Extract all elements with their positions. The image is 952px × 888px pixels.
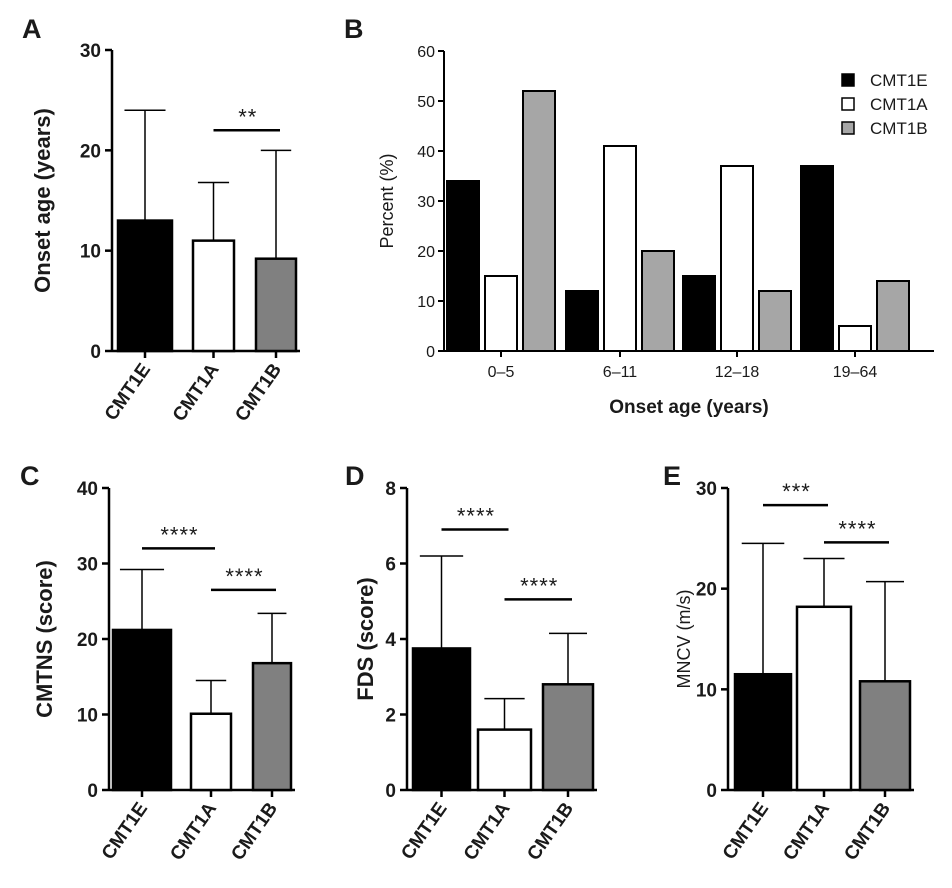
x-tick-label-cmt1b: CMT1B [523,799,578,865]
bar-cmt1a [795,605,853,792]
y-tick-label: 4 [385,630,396,651]
panel-letter-d: D [345,461,365,491]
x-tick-label-cmt1a: CMT1A [779,799,834,865]
y-axis-label: MNCV (m/s) [674,590,694,689]
significance-label-1: **** [160,522,198,547]
bar-cmt1e [116,219,174,353]
bar-cmt1e-1 [565,290,599,352]
panel-d: 0 2 4 6 8 FDS (score) CMT1E CMT1A CMT1B **** **** [353,479,597,864]
y-tick-label: 0 [385,781,396,802]
bar-cmt1e-3 [800,165,834,352]
x-tick-label: 6–11 [603,364,638,381]
y-tick-label: 20 [417,244,435,261]
y-tick-label: 10 [77,706,98,727]
y-tick-label: 0 [90,342,101,363]
x-tick-label: 12–18 [715,364,760,381]
legend-label-cmt1b: CMT1B [870,119,928,138]
y-axis-label: FDS (score) [353,577,378,700]
legend: CMT1E CMT1A CMT1B [841,71,928,138]
legend-swatch-cmt1b [841,121,855,135]
significance-label-1: **** [457,504,495,529]
bar-cmt1e-2 [682,275,716,352]
bar-cmt1b-3 [876,280,910,352]
panel-letter-a: A [22,14,42,44]
x-axis-label: Onset age (years) [609,397,768,418]
y-tick-label: 60 [417,44,435,61]
panel-b: 0 10 20 30 40 50 60 Percent (%) 0–5 6–11 12–18 19–6… [377,44,934,418]
panel-a: 0 10 20 30 Onset age (years) CMT1E CMT1A CMT1B *… [30,41,300,425]
x-tick-label-cmt1b: CMT1B [840,799,895,865]
y-tick-label: 40 [77,479,98,500]
bar-cmt1b [541,683,595,792]
bar-cmt1b [251,661,293,792]
bar-cmt1a-2 [720,165,754,352]
y-axis-label: Percent (%) [377,153,397,248]
significance-label-1: ** [238,104,257,129]
y-tick-label: 10 [696,680,717,701]
y-tick-label: 20 [77,630,98,651]
y-tick-label: 10 [80,242,101,263]
x-tick-label-cmt1a: CMT1A [166,799,221,865]
x-tick-label-cmt1e: CMT1E [98,799,152,864]
y-tick-label: 30 [80,41,101,62]
bar-cmt1a-1 [603,145,637,352]
y-axis-label: Onset age (years) [30,108,55,293]
bar-cmt1e-0 [446,180,480,352]
y-tick-label: 2 [385,706,396,727]
significance-label-2: **** [838,516,876,541]
bar-cmt1b-0 [522,90,556,352]
legend-swatch-cmt1a [841,97,855,111]
x-tick-label-cmt1e: CMT1E [397,799,451,864]
panel-letter-c: C [20,461,40,491]
y-tick-label: 0 [426,344,435,361]
bar-cmt1a [189,712,233,792]
x-tick-label: 19–64 [833,364,878,381]
bar-cmt1b-2 [758,290,792,352]
y-tick-label: 20 [696,580,717,601]
x-tick-label-cmt1b: CMT1B [227,799,282,865]
bar-cmt1b [858,680,912,792]
bar-cmt1b-1 [641,250,675,352]
panel-c: 0 10 20 30 40 CMTNS (score) CMT1E CMT1A CMT1B ***… [32,479,295,864]
panel-letter-e: E [663,461,681,491]
significance-label-2: **** [520,573,558,598]
x-tick-label-cmt1a: CMT1A [169,360,224,426]
bar-cmt1a-0 [484,275,518,352]
y-tick-label: 40 [417,144,435,161]
y-tick-label: 6 [385,555,396,576]
y-tick-label: 10 [417,294,435,311]
bar-cmt1e [411,647,472,792]
y-tick-label: 20 [80,141,101,162]
y-tick-label: 30 [417,194,435,211]
bar-cmt1a [476,728,533,792]
y-tick-label: 30 [696,479,717,500]
legend-label-cmt1e: CMT1E [870,71,928,90]
legend-swatch-cmt1e [841,73,855,87]
y-tick-label: 8 [385,479,396,500]
bar-cmt1e [111,628,173,792]
y-tick-label: 50 [417,94,435,111]
x-tick-label-cmt1a: CMT1A [460,799,515,865]
x-tick-label-cmt1e: CMT1E [719,799,773,864]
y-tick-label: 0 [706,781,717,802]
bar-cmt1a [191,239,236,353]
panel-letter-b: B [344,14,364,44]
legend-label-cmt1a: CMT1A [870,95,928,114]
x-tick-label: 0–5 [488,364,515,381]
bar-cmt1b [254,257,298,353]
significance-label-2: **** [225,564,263,589]
x-tick-label-cmt1e: CMT1E [101,360,155,425]
x-tick-label-cmt1b: CMT1B [231,360,286,426]
y-tick-label: 30 [77,555,98,576]
y-tick-label: 0 [87,781,98,802]
significance-label-1: *** [782,479,811,504]
bar-cmt1e [733,672,793,792]
bar-cmt1a-3 [838,325,872,352]
y-axis-label: CMTNS (score) [32,560,57,718]
